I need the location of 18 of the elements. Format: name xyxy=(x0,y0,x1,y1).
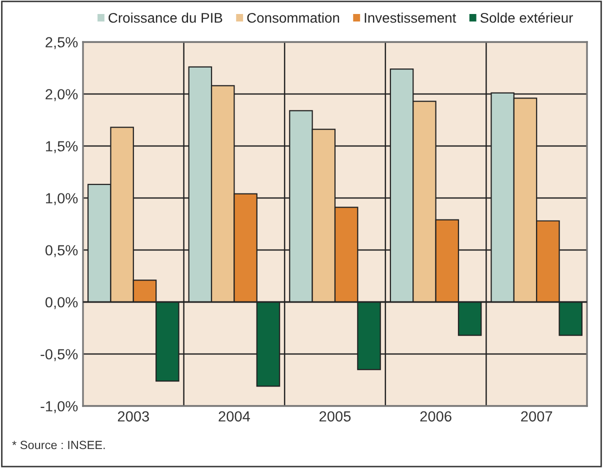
y-tick-label: 0,5% xyxy=(45,245,78,258)
text: * Source : INSEE. xyxy=(12,440,105,450)
y-tick-label: 2,5% xyxy=(46,37,78,50)
y-tick-label: 2,0% xyxy=(46,89,78,102)
legend-label: Consommation xyxy=(247,12,340,23)
x-tick-label: 2003 xyxy=(118,411,149,422)
x-tick-label: 2006 xyxy=(420,411,452,422)
legend-label: Solde extérieur xyxy=(480,12,573,23)
x-tick-label: 2005 xyxy=(320,411,351,422)
y-tick-label: 1,0% xyxy=(46,193,78,206)
x-tick-label: 2004 xyxy=(218,411,250,422)
y-tick-label: 1,5% xyxy=(46,141,78,154)
y-tick-label: 0,0% xyxy=(45,297,78,310)
legend-label: Croissance du PIB xyxy=(108,12,222,23)
y-tick-label: -1,0% xyxy=(40,401,78,414)
legend-label: Investissement xyxy=(364,12,456,23)
y-tick-label: -0,5% xyxy=(40,349,78,362)
x-tick-label: 2007 xyxy=(521,411,552,422)
